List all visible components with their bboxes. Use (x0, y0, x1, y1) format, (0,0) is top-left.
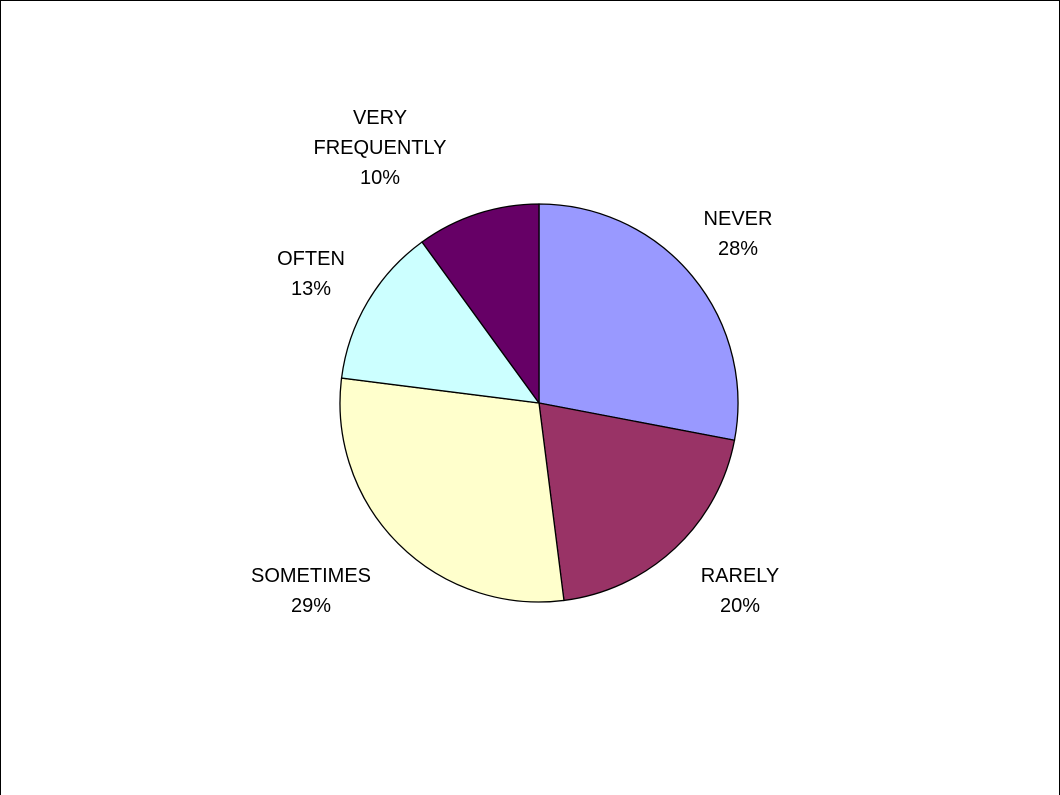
slice-percent-label: 20% (720, 595, 760, 617)
slice-category-label: OFTEN (277, 248, 345, 270)
pie-slices (339, 203, 739, 603)
pie-label-often: OFTEN 13% (277, 248, 345, 300)
pie-slice-sometimes (339, 377, 565, 603)
pie-slice-never (538, 203, 739, 442)
pie-label-sometimes: SOMETIMES 29% (251, 565, 371, 617)
pie-slice-very-frequently (421, 203, 540, 406)
slice-category-label: FREQUENTLY (314, 137, 447, 159)
slice-percent-label: 10% (360, 167, 400, 189)
slice-category-label: VERY (353, 107, 407, 129)
pie-labels: NEVER 28% RARELY 20% SOMETIMES 29% OFTEN 13% VER… (251, 107, 779, 617)
slice-percent-label: 29% (291, 595, 331, 617)
slice-percent-label: 28% (718, 238, 758, 260)
pie-label-rarely: RARELY 20% (701, 565, 780, 617)
pie-label-never: NEVER 28% (704, 208, 773, 260)
slice-percent-label: 13% (291, 278, 331, 300)
slice-category-label: SOMETIMES (251, 565, 371, 587)
pie-slice-often (340, 241, 541, 404)
pie-label-very-frequently: VERY FREQUENTLY 10% (314, 107, 447, 189)
slice-category-label: NEVER (704, 208, 773, 230)
pie-slice-rarely (538, 402, 736, 602)
slice-category-label: RARELY (701, 565, 780, 587)
